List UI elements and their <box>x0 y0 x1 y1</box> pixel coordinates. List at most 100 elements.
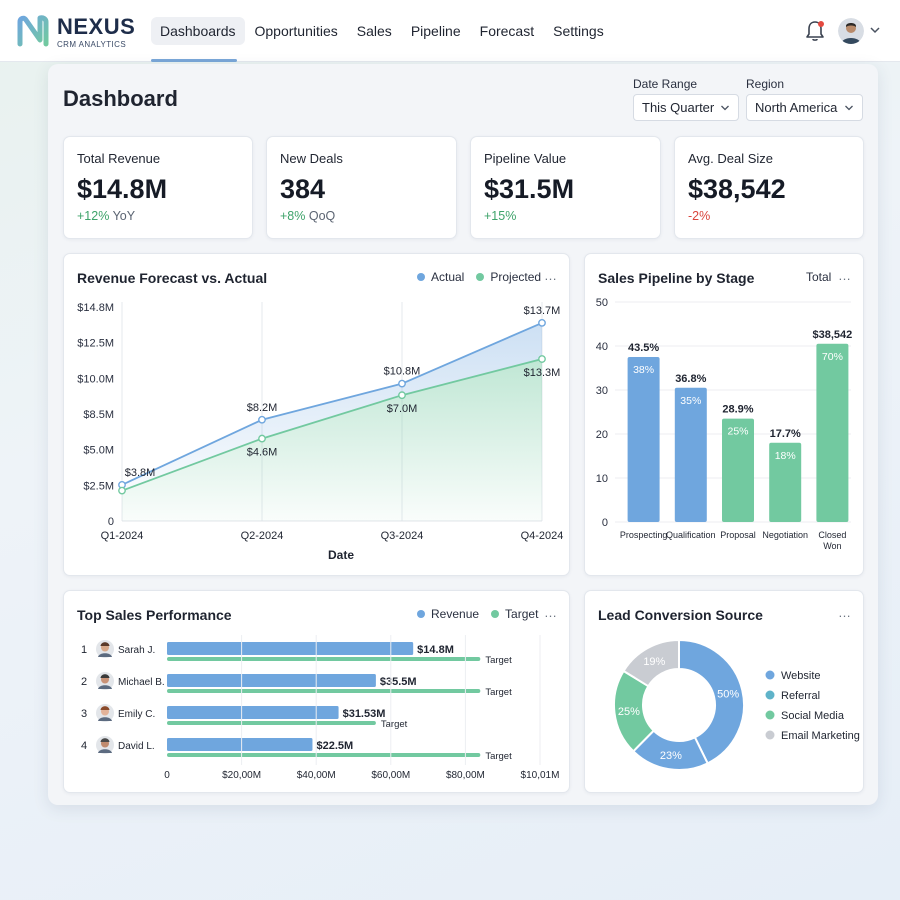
rep-name: Michael B. <box>118 677 165 688</box>
nexus-logo-icon[interactable] <box>16 14 50 48</box>
nav-settings[interactable]: Settings <box>553 23 604 39</box>
y-tick-label: 30 <box>596 385 608 397</box>
pipeline-bar <box>627 357 660 522</box>
legend-label: Actual <box>431 270 465 284</box>
projected-data-label: $7.0M <box>387 403 418 415</box>
legend-item-actual[interactable]: Actual <box>417 270 464 284</box>
legend-swatch <box>417 273 425 281</box>
bar-top-label: 43.5% <box>628 342 659 354</box>
kpi-card-new-deals[interactable]: New Deals 384 +8% QoQ <box>266 136 457 239</box>
chevron-down-icon <box>721 105 729 111</box>
revenue-chart: 0 $2.5M $5.0M $8.5M $10.0M $12.5M $14.8M $3.8M $… <box>77 302 563 562</box>
target-label: Target <box>381 719 408 730</box>
revenue-label: $22.5M <box>316 740 353 752</box>
kpi-delta-period: QoQ <box>305 209 336 223</box>
y-tick-label: 50 <box>596 297 608 309</box>
projected-point <box>118 486 126 495</box>
pipeline-bar <box>816 343 849 522</box>
legend-item-target[interactable]: Target <box>491 607 538 621</box>
avatar-body <box>98 685 112 689</box>
revenue-label: $35.5M <box>380 676 417 688</box>
kpi-label: New Deals <box>280 151 343 166</box>
actual-data-label: $8.2M <box>247 402 278 414</box>
kpi-delta-value: -2% <box>688 209 711 223</box>
avatar-body <box>98 717 112 721</box>
avatar-hair <box>100 738 110 742</box>
nav-forecast[interactable]: Forecast <box>479 23 535 39</box>
donut-slice <box>678 638 745 765</box>
projected-line <box>121 358 543 492</box>
rep-name: Emily C. <box>118 709 155 720</box>
card-title: Lead Conversion Source <box>598 607 763 623</box>
bar-top-label: 28.9% <box>722 404 753 416</box>
rep-avatar <box>96 736 114 754</box>
more-options-icon[interactable]: … <box>544 268 558 283</box>
y-tick-label: $14.8M <box>77 302 114 314</box>
projected-data-label: $13.3M <box>524 367 561 379</box>
x-tick-label: Negotiation <box>762 530 808 540</box>
nav-opportunities[interactable]: Opportunities <box>254 23 338 39</box>
avatar-hair <box>100 642 110 646</box>
avatar[interactable] <box>838 18 864 44</box>
legend-label: Projected <box>490 270 542 284</box>
revenue-bar <box>167 674 376 687</box>
legend-swatch <box>765 690 775 700</box>
nav-pipeline[interactable]: Pipeline <box>410 23 461 39</box>
actual-area <box>122 322 542 491</box>
kpi-value: 384 <box>280 174 326 204</box>
avatar-body <box>98 653 112 657</box>
legend-swatch <box>476 273 485 281</box>
more-options-icon[interactable]: … <box>838 605 852 620</box>
more-options-icon[interactable]: … <box>838 268 852 283</box>
rep-avatar <box>96 672 114 690</box>
bar-inner-label: 35% <box>680 395 701 407</box>
y-tick-label: 20 <box>596 429 608 441</box>
rep-name: Sarah J. <box>118 645 155 656</box>
pipeline-bar <box>722 418 754 522</box>
actual-point <box>398 379 406 388</box>
slice-label: 23% <box>660 750 682 762</box>
target-label: Target <box>485 655 512 666</box>
y-tick-label: 40 <box>596 341 608 353</box>
top-sales-card: Top Sales Performance Revenue Target … 1… <box>63 590 570 793</box>
date-range-select[interactable]: This Quarter <box>633 94 739 121</box>
brand-tagline: CRM ANALYTICS <box>57 40 127 49</box>
kpi-delta-value: +8% <box>280 209 306 223</box>
rank-label: 4 <box>81 740 87 752</box>
card-title: Sales Pipeline by Stage <box>598 270 755 286</box>
legend-item-projected[interactable]: Projected <box>476 270 541 284</box>
kpi-card-pipeline-value[interactable]: Pipeline Value $31.5M +15% <box>470 136 661 239</box>
slice-label: 50% <box>717 689 739 701</box>
page-title: Dashboard <box>63 86 178 111</box>
legend-label: Revenue <box>431 607 480 621</box>
kpi-card-avg-deal-size[interactable]: Avg. Deal Size $38,542 -2% <box>674 136 864 239</box>
legend-label: Website <box>781 670 821 682</box>
avatar-body <box>98 749 112 753</box>
nav-dashboards[interactable]: Dashboards <box>151 17 245 45</box>
revenue-bar <box>167 706 339 719</box>
target-bar <box>167 721 376 725</box>
brand: NEXUS CRM ANALYTICS <box>57 16 135 50</box>
target-bar <box>167 689 481 693</box>
pipeline-filter[interactable]: Total <box>806 270 831 284</box>
kpi-value: $14.8M <box>77 174 168 204</box>
slice-label: 25% <box>618 706 640 718</box>
actual-point <box>258 415 266 424</box>
pipeline-card: Sales Pipeline by Stage Total … 0 10 20 30 4… <box>584 253 864 576</box>
nav-sales[interactable]: Sales <box>356 23 392 39</box>
revenue-label: $14.8M <box>417 644 454 656</box>
actual-point <box>538 319 546 327</box>
kpi-value: $31.5M <box>484 174 575 204</box>
legend-swatch <box>491 610 500 618</box>
chevron-down-icon[interactable] <box>869 24 881 36</box>
region-select[interactable]: North America <box>746 94 863 121</box>
bar-top-label: 36.8% <box>675 373 706 385</box>
bar-inner-label: 18% <box>775 450 796 462</box>
kpi-card-total-revenue[interactable]: Total Revenue $14.8M +12% YoY <box>63 136 253 239</box>
legend-item-revenue[interactable]: Revenue <box>417 607 479 621</box>
target-bar <box>167 657 481 661</box>
more-options-icon[interactable]: … <box>544 605 558 620</box>
kpi-delta: +8% QoQ <box>280 209 335 223</box>
lead-conversion-card: Lead Conversion Source … 50% 23% 25% 19% Web… <box>584 590 864 793</box>
actual-data-label: $10.8M <box>384 366 421 378</box>
